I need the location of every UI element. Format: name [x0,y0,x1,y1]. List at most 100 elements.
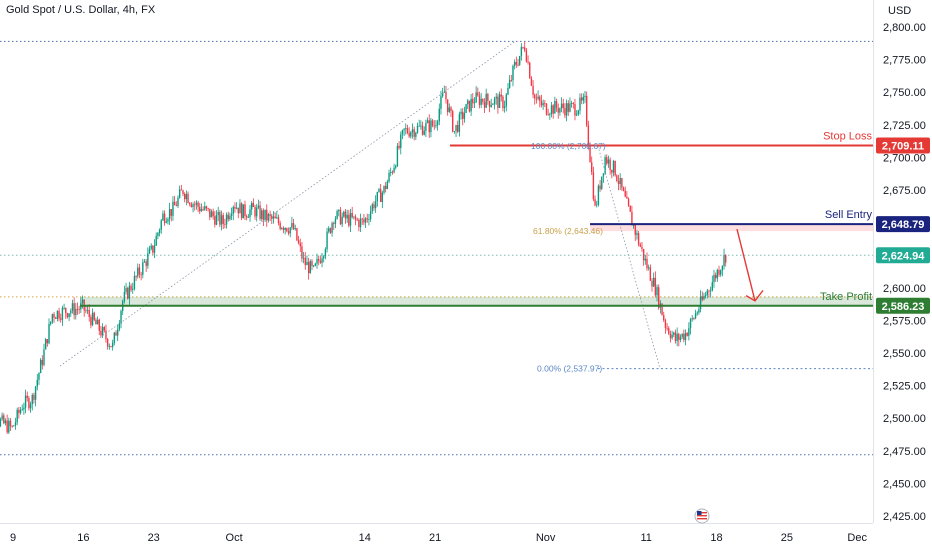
candle-body [555,101,558,109]
candle-body [282,228,285,230]
candle-body [569,103,571,112]
candle-body [631,211,633,226]
candle-body [244,204,246,217]
candle-body [492,104,494,106]
last-price-tag-text: 2,624.94 [882,250,926,262]
candle-body [557,108,559,113]
candle-body [38,373,40,380]
candle-body [664,320,667,328]
fib-diagonal [597,145,661,369]
candle-body [376,191,379,202]
candle-body [279,223,281,229]
candle-body [88,309,90,317]
candle-body [202,209,204,210]
candle-body [462,111,464,119]
candle-body [537,96,539,99]
candle-body [140,274,142,276]
candle-body [400,134,402,149]
y-tick-label: 2,525.00 [883,381,926,393]
candle-body [676,333,678,341]
candle-body [642,248,645,261]
candle-body [130,285,132,290]
candle-body [76,308,79,310]
projection-arrow-head [745,289,764,302]
y-tick-label: 2,725.00 [883,120,926,132]
candle-body [500,94,502,97]
candle-body [629,205,631,212]
candle-body [388,172,390,182]
x-tick-label: 11 [640,532,651,544]
candle-body [182,190,184,194]
candle-body [123,291,126,301]
candle-body [522,47,524,48]
candle-body [287,231,290,234]
candle-body [592,172,595,200]
candle-body [256,207,258,217]
candle-body [100,330,102,336]
candle-body [470,98,472,112]
candle-body [656,287,658,296]
candle-body [371,204,373,212]
candle-body [24,395,27,408]
candle-body [75,308,77,316]
candle-body [601,176,603,189]
candle-body [458,114,461,132]
candle-body [78,309,80,310]
candle-body [395,165,397,168]
candle-body [73,303,75,316]
candle-body [276,217,278,219]
candle-body [545,103,548,115]
candle-body [515,62,518,65]
candle-body [0,419,2,426]
candle-body [189,202,191,205]
x-tick-label: 21 [429,532,441,544]
candle-body [497,96,499,108]
candle-body [416,125,419,133]
candle-body [616,175,618,181]
candle-body [132,288,134,290]
candle-body [207,208,209,209]
candle-body [446,99,449,112]
candle-body [709,290,712,292]
candle-body [16,409,18,423]
candle-body [384,185,387,189]
candle-body [6,420,8,433]
candle-body [90,316,92,326]
candle-body [261,210,263,219]
candle-body [716,269,719,279]
candle-body [599,185,601,189]
candle-body [192,204,194,207]
candle-body [247,217,250,219]
candle-body [93,312,95,320]
candle-body [391,171,394,173]
candle-body [296,228,298,241]
candle-body [673,332,675,335]
candle-body [214,216,216,225]
candle-body [224,223,226,225]
candle-body [723,255,725,266]
candle-body [180,189,183,191]
candle-body [517,64,519,66]
candle-body [703,296,705,300]
candle-body [572,103,574,105]
candle-body [606,157,608,164]
candle-body [294,228,296,230]
candle-body [249,209,251,218]
candle-body [162,213,164,221]
candle-body [272,216,275,219]
candle-body [725,255,727,263]
candle-body [227,214,229,220]
candle-body [639,244,641,247]
candle-body [56,310,59,319]
candle-body [532,85,534,95]
candle-body [472,98,474,104]
candle-body [178,189,181,198]
candle-body [242,204,245,219]
candle-body [369,211,372,220]
candle-body [339,209,342,225]
candle-body [596,204,598,206]
x-tick-label: Nov [536,532,556,544]
candle-body [168,209,171,220]
